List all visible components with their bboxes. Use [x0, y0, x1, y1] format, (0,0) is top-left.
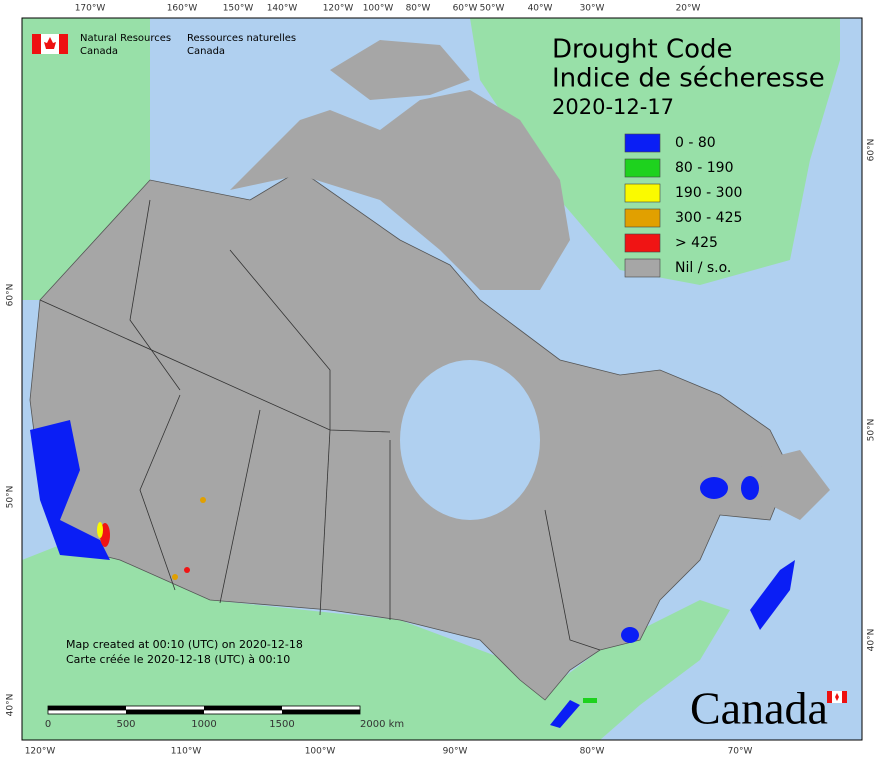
longitude-label: 60°W [453, 4, 478, 14]
flag-leaf [44, 37, 56, 49]
longitude-label: 20°W [676, 4, 701, 14]
boundary-yukon [129, 199, 181, 391]
longitude-label: 100°W [305, 747, 336, 757]
scale-segment [126, 710, 204, 714]
latitude-label: 40°N [867, 629, 877, 652]
patch-ab-orange [172, 574, 178, 580]
agency-english: Natural Resources [80, 33, 171, 44]
labels: Natural Resources Canada Ressources nature… [6, 4, 877, 757]
map-created-english: Map created at 00:10 (UTC) on 2020-12-18 [66, 638, 303, 651]
boundary-nunavut [229, 249, 331, 430]
longitude-label: 170°W [75, 4, 106, 14]
ellesmere-island [330, 40, 470, 100]
patch-labrador [741, 476, 759, 500]
latitude-label: 60°N [6, 284, 16, 307]
patch-ab-red [184, 567, 190, 573]
boundary-on-qc [544, 509, 601, 651]
legend-swatch [624, 158, 661, 178]
scale-label: 1000 [191, 719, 216, 730]
legend-swatch [624, 183, 661, 203]
longitude-label: 160°W [167, 4, 198, 14]
legend-swatch [624, 208, 661, 228]
latitude-label: 50°N [6, 486, 16, 509]
scale-label: 1500 [269, 719, 294, 730]
scale-bar [47, 705, 361, 715]
boundary-sk-mb [319, 429, 331, 616]
map-title: Indice de sécheresse [552, 64, 825, 94]
hudson-bay [400, 360, 540, 520]
patch-ontario [550, 700, 580, 728]
boundary-bc-ab [139, 394, 181, 591]
legend-label: 0 - 80 [675, 135, 716, 151]
agency-french: Ressources naturelles [187, 33, 296, 44]
legend-label: Nil / s.o. [675, 260, 731, 276]
map-date: 2020-12-17 [552, 95, 674, 119]
patch-bc-coast [30, 420, 110, 560]
boundary-ab-sk [219, 409, 261, 604]
scale-label: 2000 km [360, 719, 404, 730]
map-frame [21, 17, 863, 741]
legend-swatch [624, 133, 661, 153]
flag-bar [59, 34, 68, 54]
longitude-label: 30°W [580, 4, 605, 14]
scale-segment [282, 710, 360, 714]
patch-quebec [700, 477, 728, 499]
legend-swatch [624, 233, 661, 253]
latitude-label: 40°N [6, 694, 16, 717]
longitude-label: 120°W [25, 747, 56, 757]
patch-ottawa [621, 627, 639, 643]
legend-label: > 425 [675, 235, 718, 251]
longitude-label: 90°W [443, 747, 468, 757]
longitude-label: 40°W [528, 4, 553, 14]
usa [22, 545, 730, 740]
scale-segment [48, 706, 126, 710]
scale-segment [204, 706, 282, 710]
nrcan-flag [32, 34, 68, 54]
agency-french: Canada [187, 46, 225, 57]
longitude-label: 110°W [171, 747, 202, 757]
latitude-label: 50°N [867, 419, 877, 442]
flag-bar [827, 691, 832, 703]
agency-english: Canada [80, 46, 118, 57]
latitude-label: 60°N [867, 139, 877, 162]
longitude-label: 150°W [223, 4, 254, 14]
patch-nova-scotia [750, 560, 795, 630]
longitude-label: 100°W [363, 4, 394, 14]
newfoundland [760, 450, 830, 520]
legend-label: 300 - 425 [675, 210, 742, 226]
map [21, 17, 863, 741]
map-title: Drought Code [552, 35, 733, 65]
flag-bar [842, 691, 847, 703]
boundaries [39, 199, 601, 651]
flag-leaf [835, 693, 839, 701]
canada-wordmark: Canada [690, 683, 828, 734]
arctic-islands [230, 90, 570, 290]
patch-ab [200, 497, 206, 503]
longitude-label: 80°W [406, 4, 431, 14]
drought-patches [30, 420, 795, 728]
legend-swatch [624, 258, 661, 278]
longitude-label: 80°W [580, 747, 605, 757]
map-created-french: Carte créée le 2020-12-18 (UTC) à 00:10 [66, 653, 290, 666]
alaska [22, 18, 150, 300]
legend-label: 190 - 300 [675, 185, 742, 201]
flag-bar [32, 34, 41, 54]
scale-label: 500 [116, 719, 135, 730]
patch-green [583, 698, 597, 703]
longitude-label: 70°W [728, 747, 753, 757]
longitude-label: 50°W [480, 4, 505, 14]
patch-bc-yellow [97, 522, 103, 538]
legend-label: 80 - 190 [675, 160, 734, 176]
longitude-label: 140°W [267, 4, 298, 14]
scale-label: 0 [45, 719, 51, 730]
wordmark-flag [827, 691, 847, 703]
longitude-label: 120°W [323, 4, 354, 14]
